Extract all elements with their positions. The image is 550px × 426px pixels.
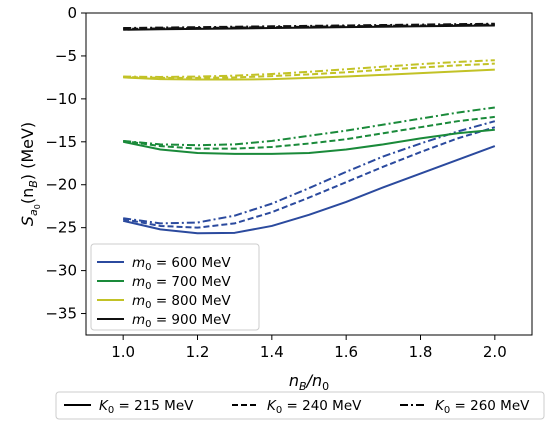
legend-style-label: K0 = 260 MeV — [435, 398, 530, 416]
legend-style-label: K0 = 240 MeV — [267, 398, 362, 416]
series-line-m0-800-k0-260 — [123, 59, 495, 78]
y-tick-label: −20 — [45, 176, 77, 194]
plot-frame — [85, 12, 533, 336]
legend-styles-box — [55, 391, 545, 420]
series-line-m0-600-k0-240 — [122, 126, 496, 229]
series-line-m0-600-k0-215 — [122, 145, 496, 235]
series-line-m0-900-k0-260 — [123, 22, 495, 30]
x-axis: 1.0 1.2 1.4 1.6 1.8 2.0 — [111, 335, 507, 361]
x-axis-label: nB/n0 — [289, 371, 329, 393]
series-line-m0-600-k0-260 — [123, 120, 496, 225]
legend-label: m0 = 700 MeV — [132, 274, 231, 292]
y-tick-label: −25 — [45, 219, 77, 237]
x-tick-label: 2.0 — [483, 343, 507, 361]
legend-label: m0 = 800 MeV — [132, 293, 231, 311]
y-axis-label: Sa0(nB) (MeV) — [18, 122, 42, 226]
series-line-m0-700-k0-260 — [123, 106, 495, 147]
series-line-m0-800-k0-240 — [123, 62, 495, 79]
legend-style-label: K0 = 215 MeV — [99, 398, 194, 416]
x-tick-label: 1.0 — [111, 343, 135, 361]
series-line-m0-800-k0-215 — [123, 68, 495, 81]
y-tick-label: −30 — [45, 262, 77, 280]
series-line-m0-700-k0-240 — [123, 115, 495, 150]
y-tick-label: −35 — [45, 305, 77, 323]
legend-colors-box — [90, 243, 260, 331]
legend-label: m0 = 900 MeV — [132, 312, 231, 330]
x-tick-label: 1.2 — [186, 343, 210, 361]
y-tick-label: −15 — [45, 133, 77, 151]
x-tick-label: 1.4 — [260, 343, 284, 361]
y-tick-label: −5 — [55, 47, 77, 65]
legend-label: m0 = 600 MeV — [132, 255, 231, 273]
series-line-m0-700-k0-215 — [122, 128, 495, 155]
plot-lines — [122, 22, 496, 235]
y-axis: 0 −5 −10 −15 −20 −25 −30 −35 — [45, 4, 86, 323]
legend-styles: K0 = 215 MeV K0 = 240 MeV K0 = 260 MeV — [55, 391, 545, 420]
x-tick-label: 1.8 — [409, 343, 433, 361]
y-tick-label: 0 — [67, 4, 77, 22]
x-tick-label: 1.6 — [334, 343, 358, 361]
y-tick-label: −10 — [45, 90, 77, 108]
